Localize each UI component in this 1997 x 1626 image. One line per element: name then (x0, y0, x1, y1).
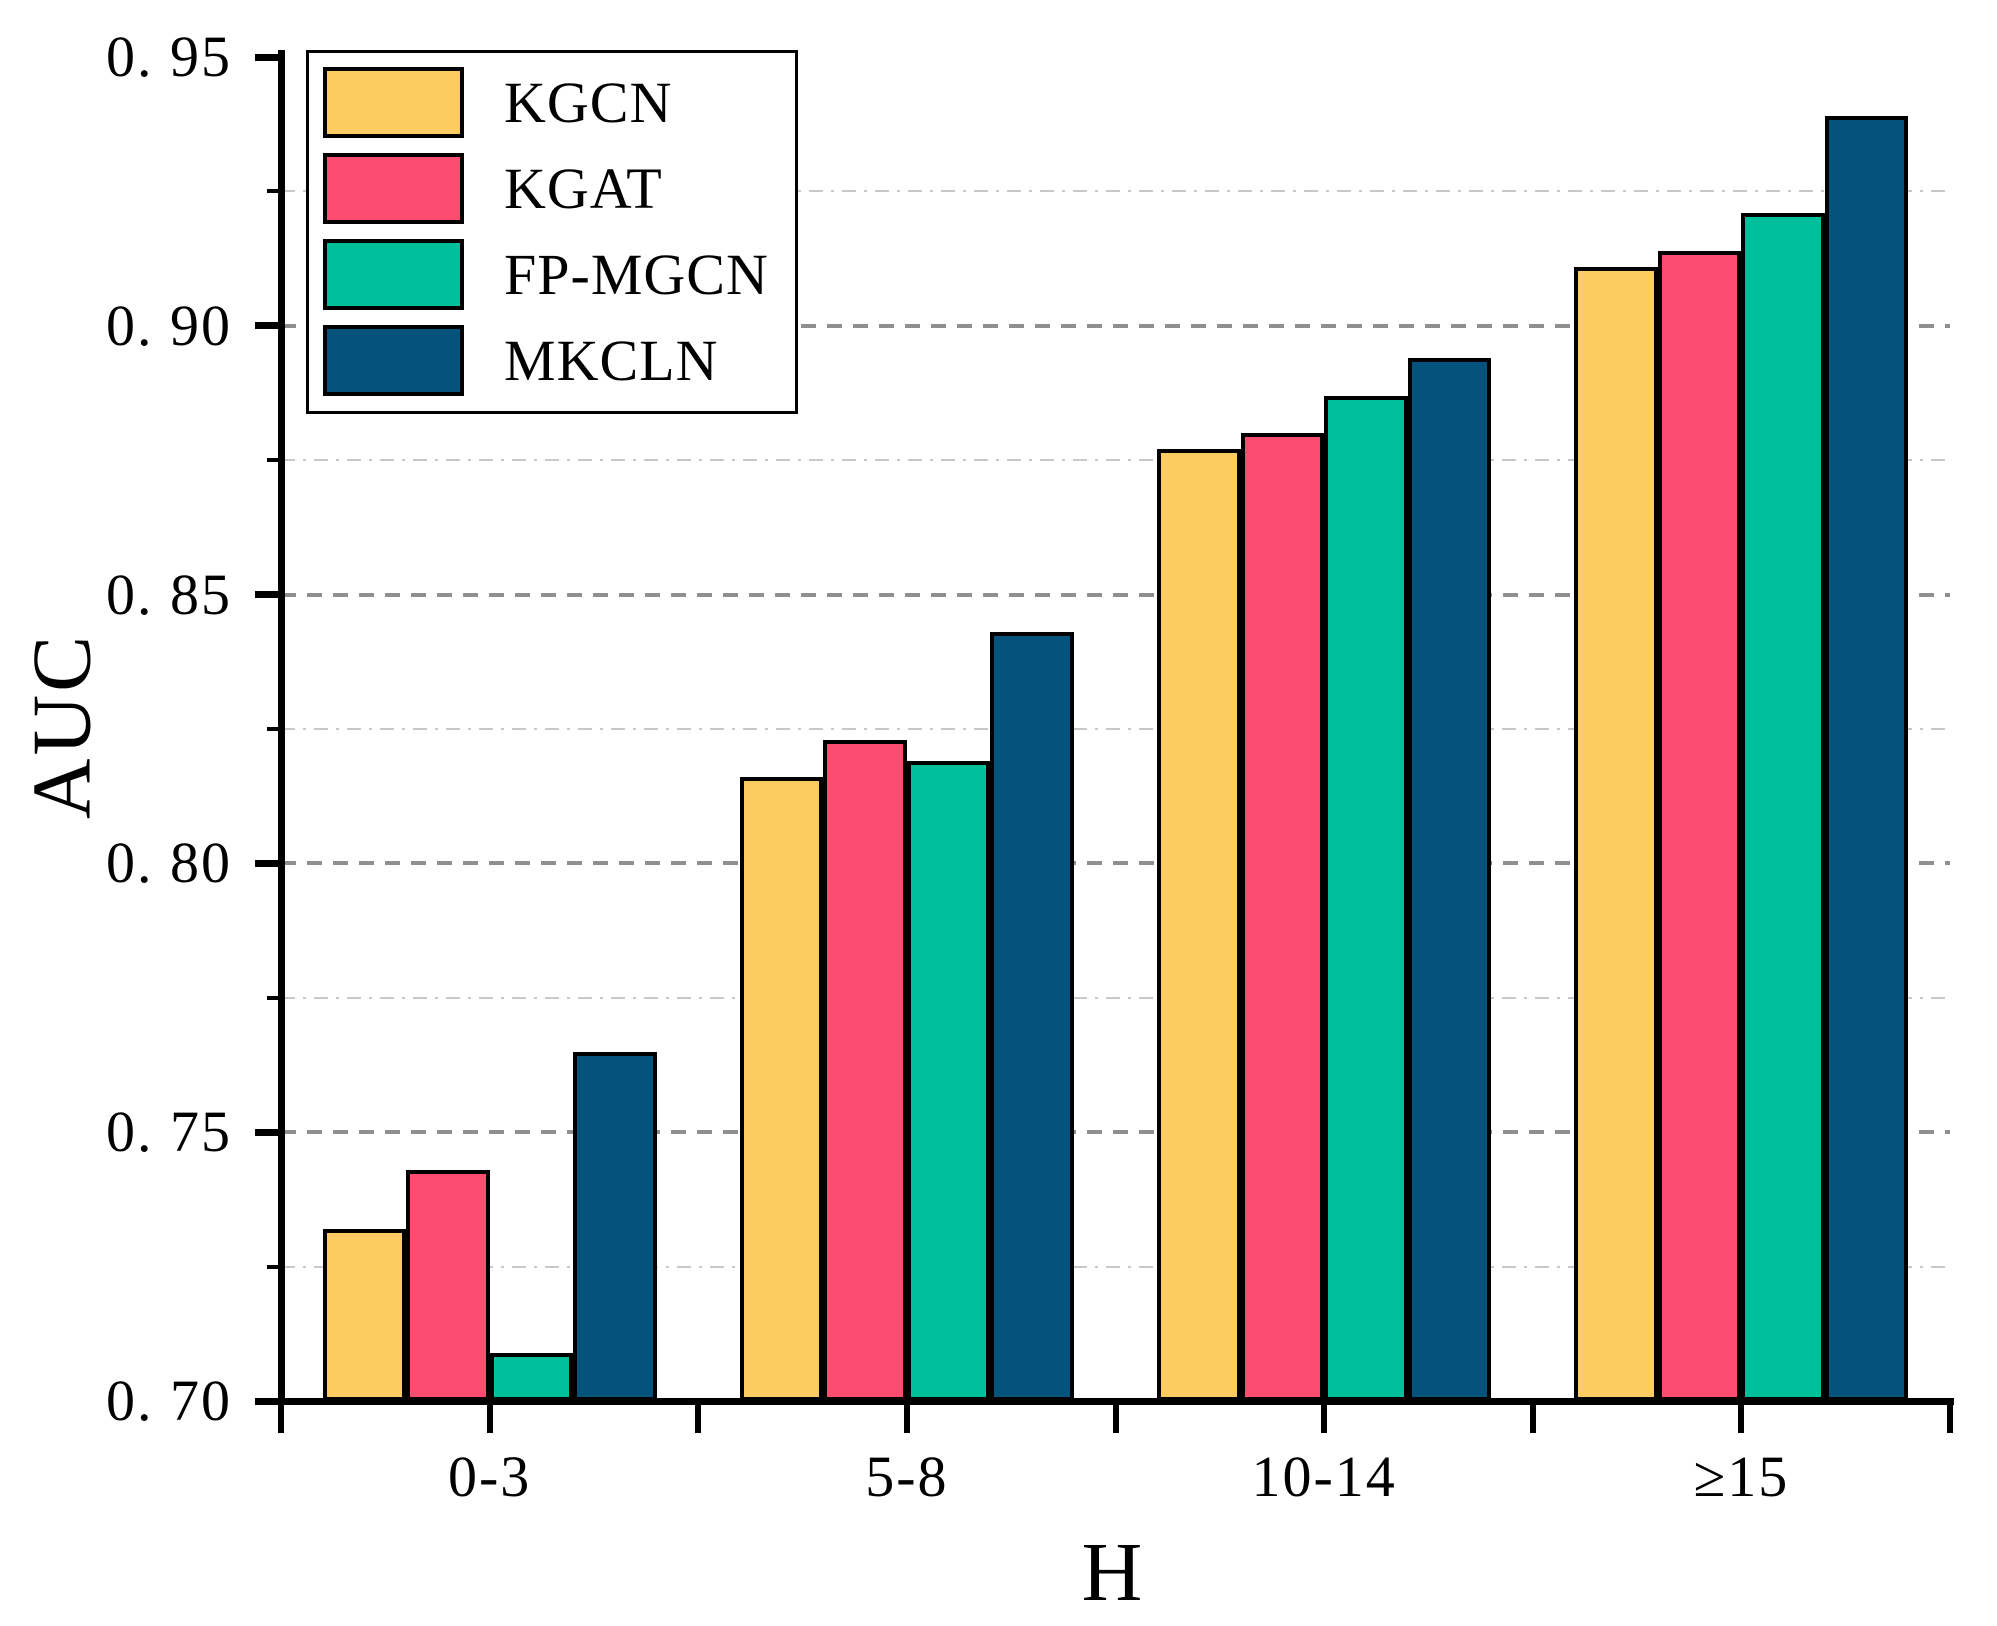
y-axis-spine (278, 50, 285, 1405)
x-tick (278, 1405, 284, 1433)
y-tick-label: 0. 70 (106, 1368, 232, 1433)
legend-item-kgat: KGAT (323, 153, 795, 224)
major-gridline (281, 1130, 1950, 1135)
x-axis-spine (278, 1398, 1954, 1405)
y-tick-label: 0. 75 (106, 1099, 232, 1165)
x-tick (486, 1405, 493, 1433)
legend-label-fp-mgcn: FP-MGCN (504, 242, 769, 307)
y-tick-label: 0. 80 (106, 830, 232, 896)
x-tick (1321, 1405, 1328, 1433)
bar-kgat-ge-15 (1657, 250, 1742, 1401)
y-axis-title: AUC (15, 632, 109, 820)
x-tick-label-5-8: 5-8 (865, 1444, 949, 1509)
legend: KGCN KGAT FP-MGCN MKCLN (306, 50, 798, 414)
minor-gridline (281, 1265, 1950, 1268)
y-minor-tick (267, 458, 281, 463)
bar-mkcln-0-3 (573, 1051, 657, 1401)
major-gridline (281, 592, 1950, 597)
y-major-tick (255, 1397, 281, 1405)
major-gridline (281, 323, 1950, 328)
y-major-tick (255, 1128, 281, 1136)
bar-fp-mgcn-5-8 (906, 761, 991, 1401)
legend-label-kgcn: KGCN (504, 70, 673, 135)
bar-fp-mgcn-0-3 (489, 1352, 574, 1401)
bar-kgat-10-14 (1240, 433, 1325, 1401)
bar-kgcn-10-14 (1157, 449, 1241, 1401)
y-minor-tick (267, 189, 281, 194)
legend-label-kgat: KGAT (504, 156, 663, 221)
minor-gridline (281, 728, 1950, 730)
bar-mkcln-5-8 (990, 632, 1074, 1401)
x-tick-label-0-3: 0-3 (447, 1444, 532, 1509)
bar-kgat-5-8 (823, 739, 907, 1401)
minor-gridline (281, 459, 1950, 462)
legend-swatch-mkcln (323, 325, 464, 396)
y-minor-tick (267, 1264, 281, 1269)
legend-swatch-kgcn (323, 67, 464, 138)
legend-item-fp-mgcn: FP-MGCN (323, 239, 795, 310)
x-tick (1112, 1405, 1119, 1433)
bar-kgcn-5-8 (739, 777, 824, 1401)
y-minor-tick (267, 995, 281, 1000)
bar-fp-mgcn-10-14 (1324, 395, 1408, 1401)
legend-label-mkcln: MKCLN (504, 328, 719, 393)
minor-gridline (281, 190, 1950, 193)
x-tick (695, 1405, 702, 1433)
bar-mkcln-10-14 (1407, 358, 1492, 1401)
bar-kgcn-0-3 (322, 1228, 407, 1401)
legend-item-mkcln: MKCLN (323, 325, 795, 396)
bar-fp-mgcn-ge-15 (1741, 212, 1825, 1401)
legend-swatch-fp-mgcn (323, 239, 464, 310)
legend-swatch-kgat (323, 153, 464, 224)
major-gridline (281, 861, 1950, 866)
x-tick (1529, 1405, 1536, 1433)
x-tick-label-ge-15: ≥15 (1693, 1444, 1790, 1509)
x-axis-title: H (1081, 1526, 1143, 1619)
y-major-tick (255, 53, 281, 61)
minor-gridline (281, 996, 1950, 999)
y-tick-label: 0. 90 (106, 292, 232, 358)
legend-item-kgcn: KGCN (323, 67, 795, 138)
y-tick-label: 0. 95 (106, 24, 232, 89)
bar-kgcn-ge-15 (1574, 266, 1658, 1401)
x-tick (1738, 1405, 1745, 1433)
y-minor-tick (267, 727, 281, 731)
bar-kgat-0-3 (406, 1169, 490, 1401)
y-major-tick (255, 859, 281, 867)
x-tick (903, 1405, 910, 1433)
y-major-tick (255, 591, 281, 599)
x-tick-label-10-14: 10-14 (1251, 1444, 1397, 1509)
bar-mkcln-ge-15 (1824, 116, 1909, 1401)
y-tick-label: 0. 85 (106, 561, 232, 627)
y-major-tick (255, 322, 281, 330)
x-tick (1947, 1405, 1953, 1433)
